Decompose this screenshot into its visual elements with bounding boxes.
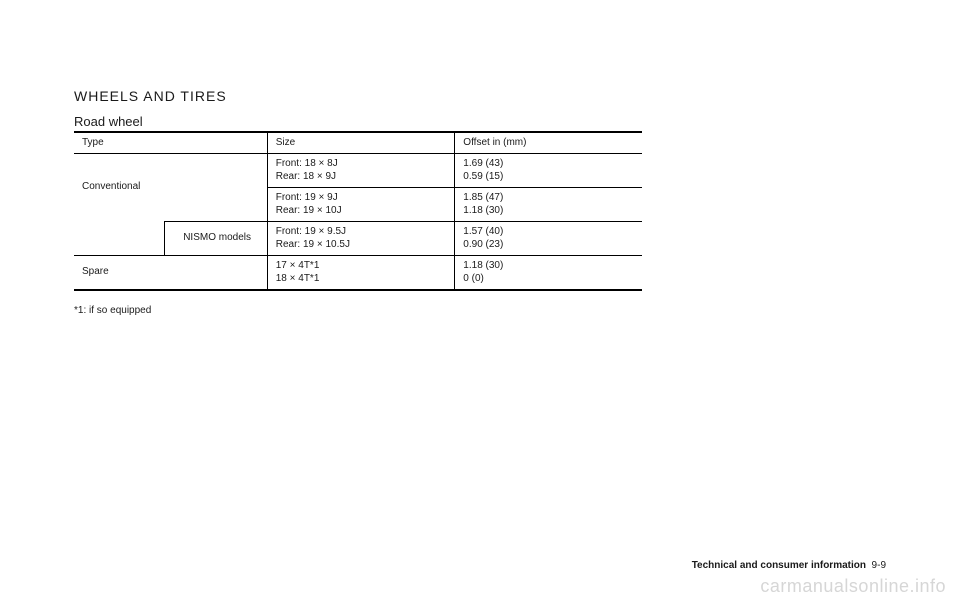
cell-size-b: 18 × 4T*1 [276, 273, 320, 284]
cell-spare-label: Spare [74, 255, 267, 290]
cell-size-rear: Rear: 19 × 10.5J [276, 239, 350, 250]
cell-conventional-label: Conventional [74, 153, 267, 221]
watermark: carmanualsonline.info [760, 576, 946, 597]
cell-empty [74, 221, 165, 255]
cell-size: Front: 19 × 9.5J Rear: 19 × 10.5J [267, 221, 455, 255]
cell-offset: 1.18 (30) 0 (0) [455, 255, 643, 290]
cell-offset-b: 1.18 (30) [463, 205, 503, 216]
cell-size-front: Front: 18 × 8J [276, 158, 338, 169]
cell-size-front: Front: 19 × 9J [276, 192, 338, 203]
cell-size-rear: Rear: 19 × 10J [276, 205, 342, 216]
table-header-row: Type Size Offset in (mm) [74, 132, 642, 153]
wheel-table: Type Size Offset in (mm) Conventional Fr… [74, 131, 642, 291]
cell-size-rear: Rear: 18 × 9J [276, 171, 336, 182]
footer-section: Technical and consumer information [692, 560, 866, 571]
cell-size: Front: 19 × 9J Rear: 19 × 10J [267, 187, 455, 221]
cell-offset-b: 0.90 (23) [463, 239, 503, 250]
section-title: WHEELS AND TIRES [74, 88, 886, 104]
sub-title: Road wheel [74, 114, 886, 129]
cell-offset: 1.69 (43) 0.59 (15) [455, 153, 643, 187]
cell-offset-a: 1.57 (40) [463, 226, 503, 237]
cell-offset-a: 1.18 (30) [463, 260, 503, 271]
cell-size: Front: 18 × 8J Rear: 18 × 9J [267, 153, 455, 187]
cell-offset-a: 1.85 (47) [463, 192, 503, 203]
cell-offset: 1.85 (47) 1.18 (30) [455, 187, 643, 221]
table-row: NISMO models Front: 19 × 9.5J Rear: 19 ×… [74, 221, 642, 255]
page-footer: Technical and consumer information 9-9 [692, 560, 886, 571]
cell-offset: 1.57 (40) 0.90 (23) [455, 221, 643, 255]
col-header-size: Size [267, 132, 455, 153]
footnote: *1: if so equipped [74, 305, 886, 316]
cell-offset-a: 1.69 (43) [463, 158, 503, 169]
cell-nismo-label: NISMO models [165, 221, 267, 255]
table-row: Spare 17 × 4T*1 18 × 4T*1 1.18 (30) 0 (0… [74, 255, 642, 290]
cell-size: 17 × 4T*1 18 × 4T*1 [267, 255, 455, 290]
cell-offset-b: 0.59 (15) [463, 171, 503, 182]
col-header-type: Type [74, 132, 267, 153]
col-header-offset: Offset in (mm) [455, 132, 643, 153]
cell-size-front: Front: 19 × 9.5J [276, 226, 346, 237]
table-row: Conventional Front: 18 × 8J Rear: 18 × 9… [74, 153, 642, 187]
cell-offset-b: 0 (0) [463, 273, 484, 284]
cell-size-a: 17 × 4T*1 [276, 260, 320, 271]
footer-page: 9-9 [872, 560, 886, 571]
